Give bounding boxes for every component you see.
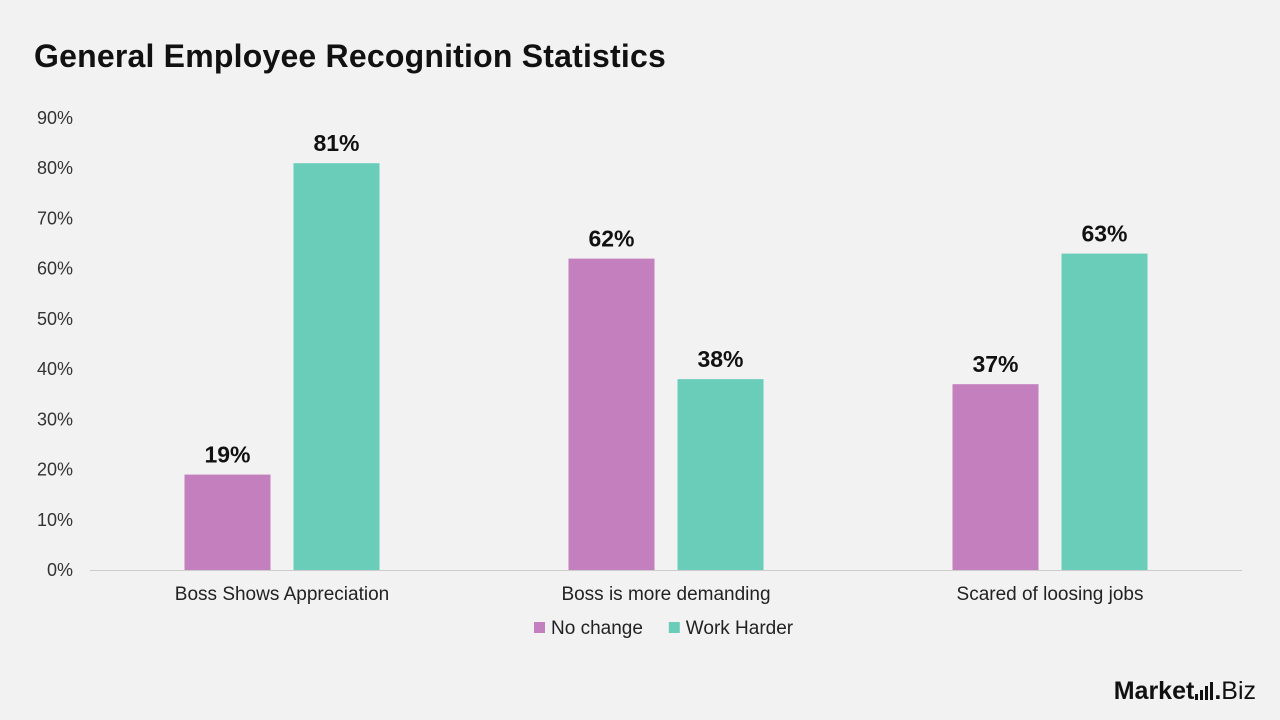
legend-swatch — [534, 622, 545, 633]
brand-dot: . — [1214, 677, 1222, 705]
data-label: 38% — [697, 346, 743, 372]
data-label: 62% — [588, 226, 634, 252]
x-category-label: Boss Shows Appreciation — [175, 584, 389, 605]
y-tick-label: 0% — [47, 560, 73, 580]
y-axis-ticks: 0% 10% 20% 30% 40% 50% 60% 70% 80% 90% — [37, 108, 73, 580]
brand-bars-icon — [1195, 682, 1214, 700]
y-tick-label: 50% — [37, 309, 73, 329]
y-tick-label: 90% — [37, 108, 73, 128]
x-category-label: Scared of loosing jobs — [957, 584, 1144, 605]
legend-item-label: No change — [551, 618, 643, 639]
data-label: 37% — [972, 351, 1018, 377]
y-tick-label: 70% — [37, 208, 73, 228]
y-tick-label: 20% — [37, 460, 73, 480]
bar-work-harder — [293, 163, 380, 570]
legend-swatch — [668, 622, 680, 633]
chart-title: General Employee Recognition Statistics — [34, 38, 666, 74]
data-label: 19% — [204, 442, 250, 468]
brand-suffix: Biz — [1221, 677, 1256, 705]
y-tick-label: 80% — [37, 158, 73, 178]
bar-no-change — [184, 474, 271, 570]
bar-no-change — [952, 384, 1039, 570]
bar-no-change — [568, 258, 655, 570]
y-tick-label: 30% — [37, 409, 73, 429]
category-labels: Boss Shows Appreciation Boss is more dema… — [175, 584, 1144, 605]
brand-name: Market — [1113, 677, 1195, 705]
y-tick-label: 10% — [37, 510, 73, 530]
legend-item-label: Work Harder — [686, 618, 794, 639]
bar-work-harder — [1061, 253, 1148, 570]
legend: No change Work Harder — [534, 618, 794, 639]
y-tick-label: 60% — [37, 259, 73, 279]
data-label: 63% — [1081, 221, 1127, 247]
bar-work-harder — [677, 379, 764, 570]
x-category-label: Boss is more demanding — [561, 584, 770, 605]
data-label: 81% — [313, 130, 359, 156]
brand-logo: Market . Biz — [1114, 677, 1256, 706]
y-tick-label: 40% — [37, 359, 73, 379]
bars: 19% 81% 62% 38% 37% 63% — [184, 130, 1148, 570]
